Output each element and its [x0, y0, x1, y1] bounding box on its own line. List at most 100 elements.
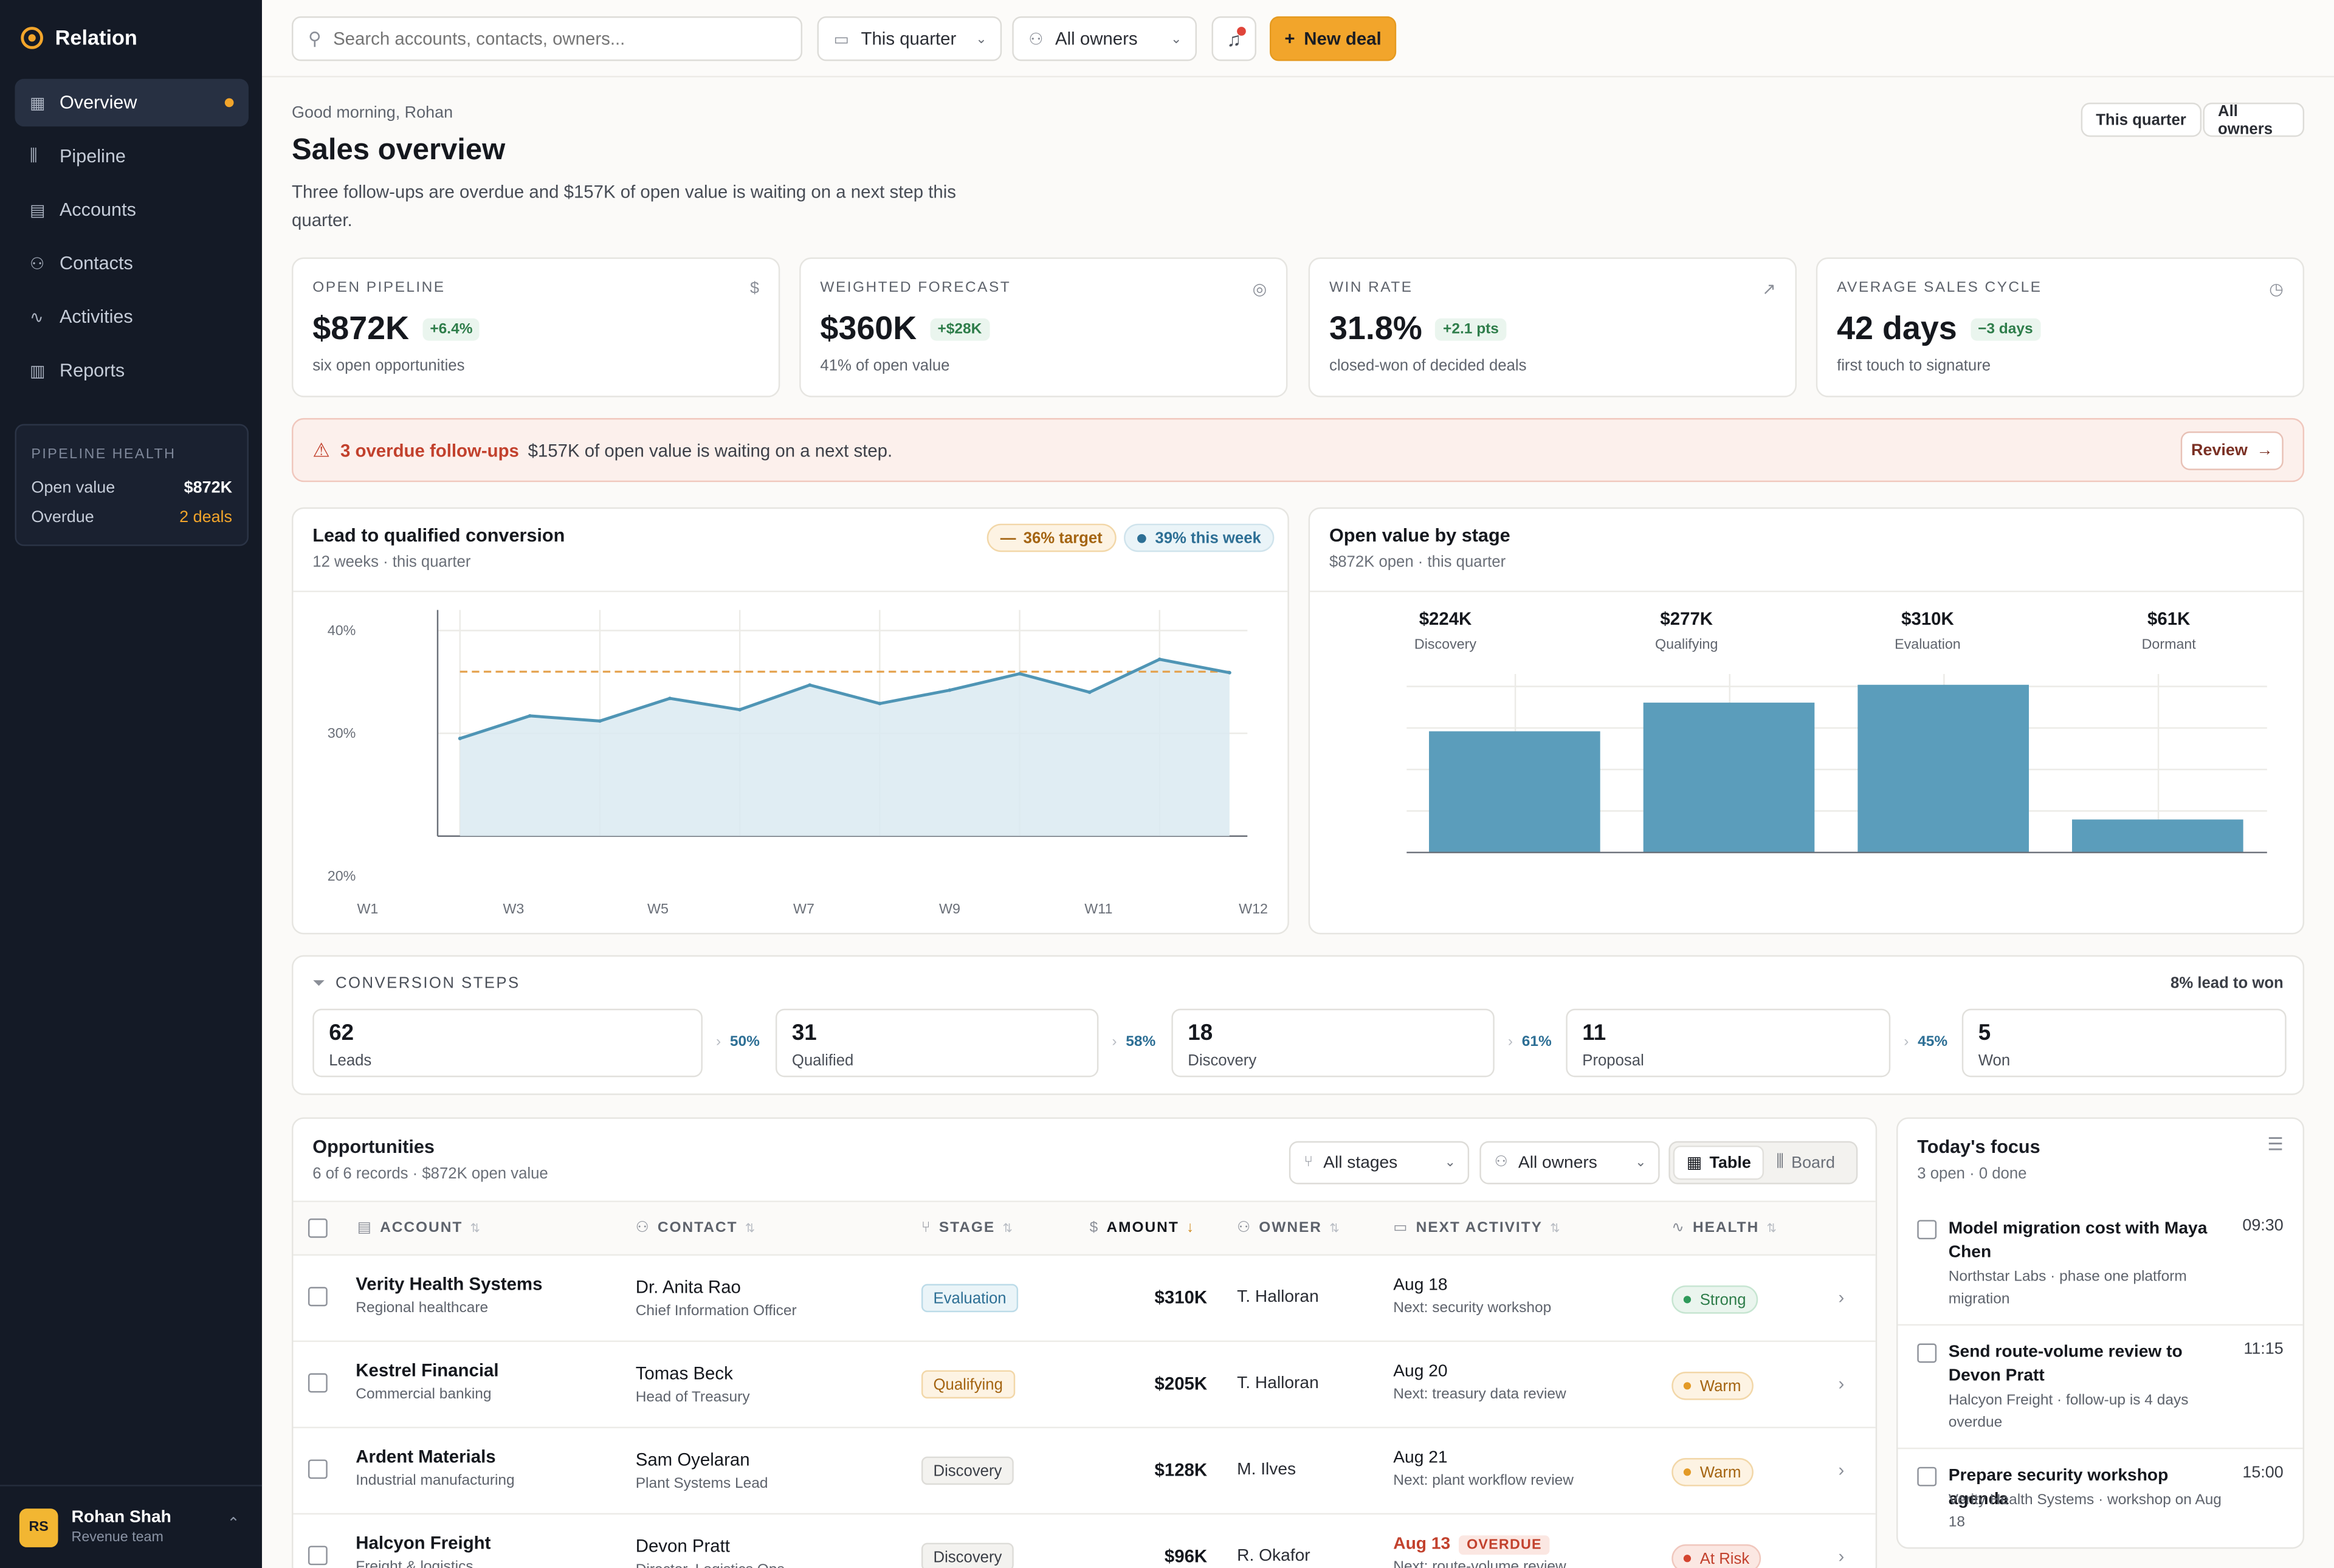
contact-name[interactable]: Sam Oyelaran — [635, 1449, 750, 1470]
step-label: Discovery — [1188, 1051, 1257, 1070]
funnel-step[interactable]: 11 Proposal — [1566, 1008, 1891, 1078]
owner-filter[interactable]: ⚇ All owners ⌄ — [1479, 1141, 1660, 1185]
trend-up-icon: ↗ — [1762, 281, 1776, 300]
chevron-right-icon[interactable]: › — [1838, 1373, 1845, 1394]
dollar-icon: $ — [1089, 1220, 1100, 1237]
x-tick-label: W7 — [793, 901, 814, 916]
kpi-card-sales-cycle: AVERAGE SALES CYCLE ◷ 42 days −3 days fir… — [1816, 257, 2305, 397]
funnel-step[interactable]: 5 Won — [1961, 1008, 2287, 1078]
account-name[interactable]: Ardent Materials — [356, 1446, 496, 1467]
open-value-label: Open value — [31, 479, 115, 497]
account-name[interactable]: Halcyon Freight — [356, 1532, 491, 1553]
col-owner[interactable]: ⚇ OWNER ⇅ — [1237, 1220, 1341, 1236]
contact-name[interactable]: Tomas Beck — [635, 1363, 733, 1384]
brand[interactable]: Relation — [21, 26, 137, 49]
col-contact[interactable]: ⚇ CONTACT ⇅ — [636, 1220, 756, 1236]
row-checkbox[interactable] — [308, 1546, 328, 1566]
focus-item[interactable]: Model migration cost with Maya Chen Nort… — [1898, 1202, 2303, 1326]
focus-title: Prepare security workshop agenda — [1948, 1467, 2169, 1509]
activity-icon: ∿ — [1671, 1220, 1685, 1237]
step-count: 31 — [791, 1020, 817, 1046]
search-input[interactable] — [333, 28, 780, 49]
focus-checkbox[interactable] — [1917, 1220, 1937, 1240]
legend-target-label: 36% target — [1023, 529, 1103, 547]
nav-item-reports[interactable]: ▥ Reports — [15, 346, 248, 394]
period-chip[interactable]: This quarter — [2081, 102, 2201, 137]
sort-icon: ⇅ — [1329, 1221, 1341, 1235]
avatar: RS — [19, 1508, 58, 1547]
owners-chip[interactable]: All owners — [2203, 102, 2305, 137]
col-amount[interactable]: $ AMOUNT ↓ — [1090, 1220, 1196, 1236]
user-icon: ⚇ — [1028, 30, 1044, 49]
new-deal-button[interactable]: + New deal — [1269, 16, 1397, 61]
board-view-button[interactable]: ⫼ Board — [1764, 1146, 1847, 1180]
table-row[interactable]: Ardent Materials Industrial manufacturing… — [293, 1428, 1876, 1515]
account-name[interactable]: Kestrel Financial — [356, 1360, 499, 1381]
search-box[interactable]: ⚲ — [292, 16, 803, 61]
kpi-label: OPEN PIPELINE — [312, 280, 446, 297]
col-next-activity[interactable]: ▭ NEXT ACTIVITY ⇅ — [1393, 1220, 1561, 1236]
overdue-label: Overdue — [31, 509, 94, 527]
table-row[interactable]: Verity Health Systems Regional healthcare… — [293, 1256, 1876, 1343]
series-line — [459, 658, 1230, 740]
y-tick-label: 30% — [328, 725, 356, 741]
col-account[interactable]: ▤ ACCOUNT ⇅ — [357, 1220, 481, 1236]
col-health[interactable]: ∿ HEALTH ⇅ — [1671, 1220, 1778, 1236]
stage-filter[interactable]: ⑂ All stages ⌄ — [1289, 1141, 1470, 1185]
contact-role: Director, Logistics Ops — [636, 1562, 785, 1568]
row-checkbox[interactable] — [308, 1287, 328, 1307]
nav-item-label: Accounts — [59, 199, 136, 221]
nav-item-activities[interactable]: ∿ Activities — [15, 293, 248, 340]
select-all-checkbox[interactable] — [308, 1218, 328, 1238]
greeting: Good morning, Rohan — [292, 104, 453, 122]
health-badge: At Risk — [1671, 1544, 1761, 1568]
nav-item-overview[interactable]: ▦ Overview — [15, 78, 249, 127]
focus-checkbox[interactable] — [1917, 1343, 1937, 1363]
user-menu[interactable]: RS Rohan Shah Revenue team ⌃ — [0, 1485, 263, 1568]
focus-meta: Verity Health Systems · workshop on Aug … — [1948, 1492, 2222, 1531]
bar-discovery — [1429, 731, 1600, 853]
chevron-right-icon[interactable]: › — [1838, 1546, 1845, 1567]
focus-time: 11:15 — [2243, 1340, 2284, 1359]
contact-name[interactable]: Devon Pratt — [635, 1535, 730, 1556]
focus-item[interactable]: Send route-volume review to Devon Pratt … — [1898, 1326, 2303, 1449]
overdue-alert: ⚠ 3 overdue follow-ups $157K of open val… — [292, 418, 2305, 483]
chevron-right-icon[interactable]: › — [1838, 1287, 1845, 1308]
contact-name[interactable]: Dr. Anita Rao — [635, 1276, 741, 1298]
focus-checkbox[interactable] — [1917, 1467, 1937, 1487]
card-title: Opportunities — [312, 1136, 435, 1158]
amount: $310K — [1154, 1287, 1208, 1308]
grid-icon: ▦ — [29, 94, 46, 112]
next-date: Aug 18 — [1393, 1276, 1448, 1295]
table-row[interactable]: Kestrel Financial Commercial banking Toma… — [293, 1342, 1876, 1429]
funnel-step[interactable]: 31 Qualified — [775, 1008, 1099, 1078]
focus-item[interactable]: Prepare security workshop agenda Verity … — [1898, 1449, 2302, 1547]
owner-select[interactable]: ⚇ All owners ⌄ — [1012, 16, 1197, 61]
step-count: 5 — [1978, 1020, 1991, 1046]
row-checkbox[interactable] — [308, 1459, 328, 1479]
user-name: Rohan Shah — [71, 1508, 171, 1527]
nav-item-accounts[interactable]: ▤ Accounts — [15, 186, 248, 233]
user-icon: ⚇ — [1237, 1220, 1252, 1237]
owner: R. Okafor — [1237, 1547, 1310, 1566]
checklist-icon[interactable]: ☰ — [2267, 1133, 2284, 1155]
funnel-step[interactable]: 62 Leads — [312, 1008, 703, 1078]
nav-item-contacts[interactable]: ⚇ Contacts — [15, 239, 248, 287]
chevron-right-icon[interactable]: › — [1838, 1459, 1845, 1480]
bar-category-label: Qualifying — [1655, 636, 1718, 652]
series-area — [460, 659, 1230, 836]
data-point — [1017, 672, 1022, 676]
funnel-step[interactable]: 18 Discovery — [1171, 1008, 1495, 1078]
table-view-button[interactable]: ▦ Table — [1673, 1145, 1764, 1180]
review-button[interactable]: Review → — [2180, 431, 2284, 470]
row-checkbox[interactable] — [308, 1373, 328, 1393]
nav-item-pipeline[interactable]: ⫼ Pipeline — [15, 132, 248, 180]
dollar-icon: $ — [749, 280, 759, 298]
period-select[interactable]: ▭ This quarter ⌄ — [817, 16, 1002, 61]
notifications-button[interactable]: ♫ — [1211, 16, 1256, 61]
col-stage[interactable]: ⑂ STAGE ⇅ — [921, 1220, 1014, 1236]
account-name[interactable]: Verity Health Systems — [356, 1273, 543, 1295]
sort-icon: ⇅ — [1002, 1221, 1014, 1235]
table-row[interactable]: Halcyon Freight Freight & logistics Devon… — [293, 1515, 1875, 1568]
bar-category-label: Evaluation — [1895, 636, 1961, 652]
